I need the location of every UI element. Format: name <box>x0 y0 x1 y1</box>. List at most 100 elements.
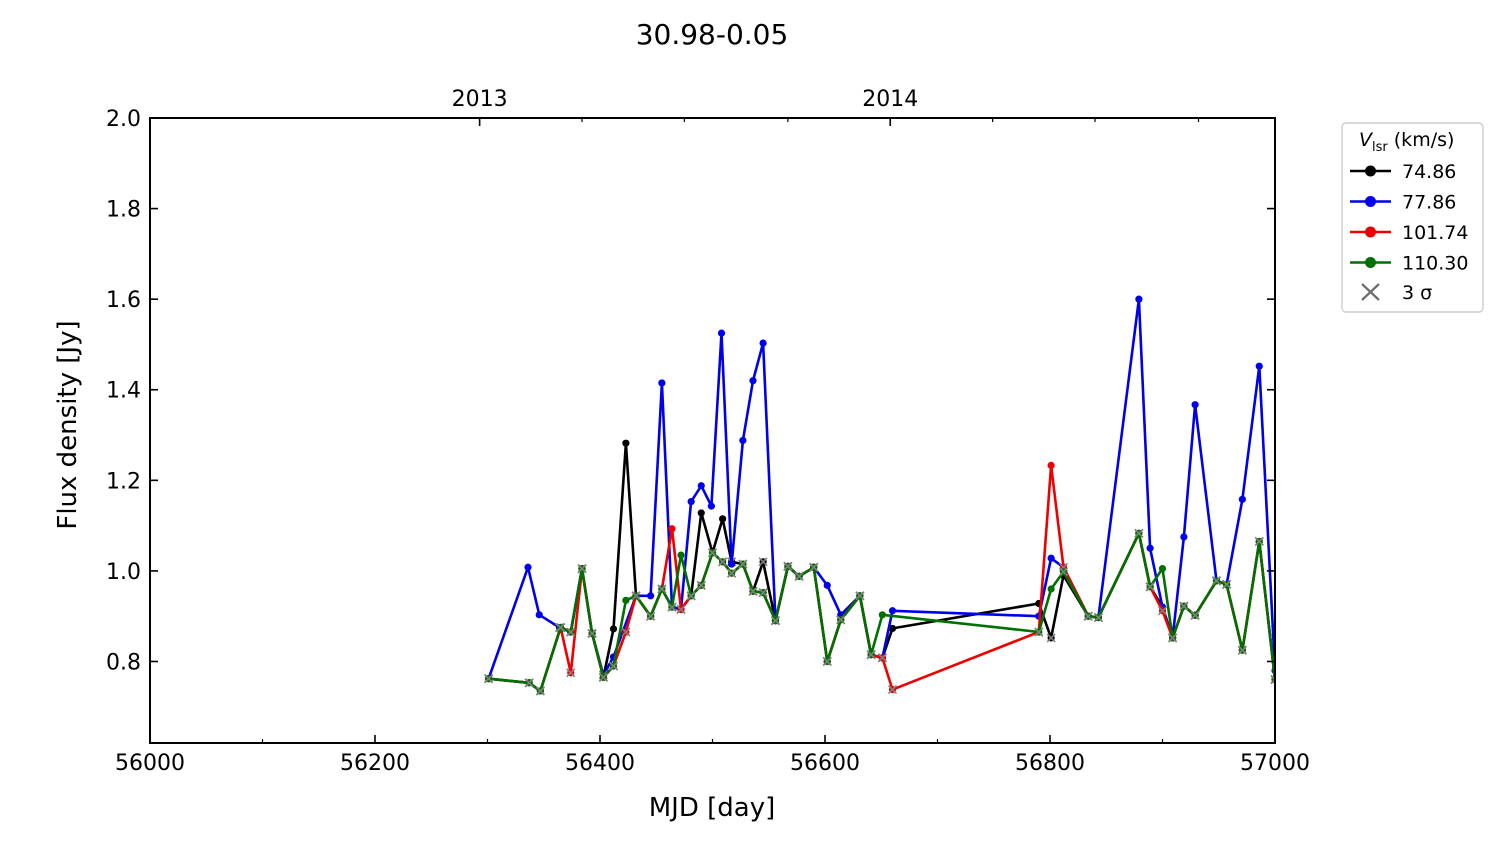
sigma-marker <box>696 580 706 590</box>
sigma-marker <box>887 684 898 695</box>
sigma-marker <box>657 584 667 594</box>
legend-marker-110.30 <box>1365 257 1376 268</box>
y-axis-label: Flux density [Jy] <box>53 320 83 529</box>
sigma-marker <box>748 586 758 596</box>
legend-sigma-icon <box>1361 283 1380 301</box>
sigma-marker <box>809 562 819 572</box>
data-point <box>677 551 685 559</box>
chart-title: 30.98-0.05 <box>636 18 789 51</box>
sigma-marker <box>1168 633 1178 643</box>
data-point <box>658 379 666 387</box>
data-point <box>524 563 532 571</box>
sigma-marker <box>822 656 832 667</box>
sigma-marker <box>707 548 718 558</box>
data-point <box>622 439 630 447</box>
sigma-marker <box>556 622 566 633</box>
y-tick-label: 1.2 <box>106 469 141 494</box>
sigma-marker <box>1254 536 1264 547</box>
sigma-marker <box>758 557 768 567</box>
data-point <box>717 329 726 337</box>
sigma-marker <box>1046 633 1056 643</box>
data-point <box>1158 565 1167 573</box>
data-point <box>878 611 886 619</box>
sigma-marker <box>598 672 608 682</box>
sigma-marker <box>566 627 576 637</box>
legend-marker-77.86 <box>1365 196 1376 207</box>
x-tick-label: 56800 <box>1015 751 1085 776</box>
data-point <box>1047 554 1055 562</box>
data-point <box>707 502 715 510</box>
data-point <box>647 592 655 600</box>
sigma-marker <box>566 668 576 678</box>
sigma-marker <box>524 678 534 688</box>
sigma-marker <box>1222 579 1232 590</box>
sigma-marker <box>783 561 793 571</box>
sigma-marker <box>738 559 748 569</box>
data-point <box>697 482 705 490</box>
sigma-marker <box>866 650 876 660</box>
sigma-marker <box>631 591 641 601</box>
data-point <box>739 436 747 445</box>
x-tick-label: 56600 <box>790 751 860 776</box>
sigma-marker <box>727 568 737 578</box>
sigma-marker <box>1083 611 1093 621</box>
sigma-marker <box>1058 567 1069 577</box>
x-axis-label: MJD [day] <box>649 793 776 823</box>
x-tick-label: 57000 <box>1240 751 1310 776</box>
series-101.74 <box>484 461 1275 696</box>
sigma-marker <box>686 591 696 601</box>
sigma-marker <box>535 686 545 696</box>
sigma-marker <box>667 602 677 612</box>
sigma-marker <box>718 557 728 567</box>
legend: Vlsr (km/s) 74.86 77.86 101.74 110.30 3 σ <box>1341 122 1484 313</box>
data-point <box>1146 544 1154 552</box>
data-point <box>823 581 831 589</box>
axes-layer: 56000 56200 56400 56600 56800 57000 0.8 1.0 1.2 1… <box>106 87 1310 776</box>
sigma-marker <box>1145 582 1155 592</box>
data-point <box>1238 495 1246 503</box>
data-point <box>1191 401 1199 409</box>
x-tick-label: 56000 <box>115 751 185 776</box>
sigma-marker <box>1211 576 1222 586</box>
data-point <box>728 560 736 568</box>
sigma-marker <box>1190 610 1200 620</box>
data-point <box>622 596 630 604</box>
sigma-marker <box>1034 627 1044 637</box>
data-point <box>1135 295 1143 303</box>
legend-label-sigma: 3 σ <box>1402 282 1432 304</box>
plot-frame <box>149 117 1276 744</box>
legend-label-101.74: 101.74 <box>1402 222 1468 244</box>
sigma-marker <box>1237 645 1247 655</box>
y-tick-label: 1.8 <box>106 198 141 223</box>
sigma-marker <box>1134 528 1144 538</box>
data-point <box>759 339 767 347</box>
sigma-marker <box>646 611 656 621</box>
y-tick-label: 1.4 <box>106 379 141 404</box>
data-point <box>719 515 727 523</box>
series-110.30 <box>484 528 1275 696</box>
data-point <box>888 624 897 633</box>
sigma-marker <box>484 674 494 684</box>
y-tick-label: 1.6 <box>106 288 141 313</box>
sigma-marker <box>877 653 887 663</box>
data-point <box>888 607 897 615</box>
sigma-marker <box>587 628 597 638</box>
legend-marker-74.86 <box>1365 165 1376 177</box>
data-point <box>749 377 757 385</box>
series-line-77.86 <box>487 297 1275 680</box>
x-tick-label: 56200 <box>340 751 410 776</box>
series-layer <box>484 295 1275 696</box>
data-point <box>697 509 705 517</box>
sigma-marker <box>794 571 804 581</box>
sigma-marker <box>855 591 865 601</box>
x-tick-label: 56400 <box>565 751 635 776</box>
legend-label-74.86: 74.86 <box>1402 161 1456 183</box>
data-point <box>1047 461 1055 469</box>
sigma-marker <box>676 604 686 614</box>
data-point <box>535 611 543 619</box>
sigma-marker <box>836 615 846 625</box>
sigma-marker <box>770 616 781 626</box>
legend-label-77.86: 77.86 <box>1402 192 1456 214</box>
legend-title: Vlsr (km/s) <box>1359 129 1454 155</box>
